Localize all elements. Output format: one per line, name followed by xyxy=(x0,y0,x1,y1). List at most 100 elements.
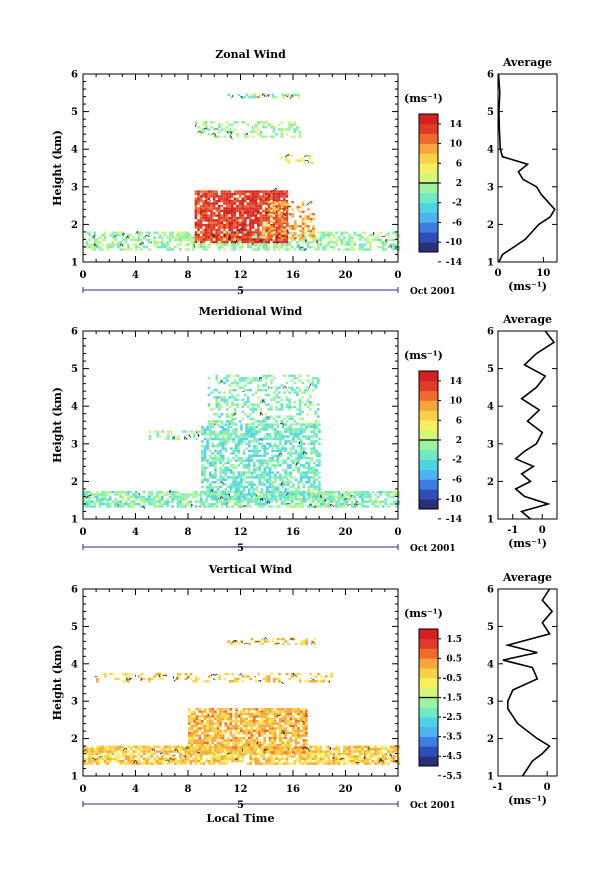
heatmap-cell xyxy=(294,495,298,498)
heatmap-cell xyxy=(293,401,297,404)
heatmap-cell xyxy=(231,228,234,232)
contour-segment xyxy=(251,242,254,246)
heatmap-cell xyxy=(275,208,279,211)
heatmap-cell xyxy=(392,493,395,496)
heatmap-cell xyxy=(374,498,377,501)
heatmap-cell xyxy=(184,233,187,237)
heatmap-cell xyxy=(262,216,265,220)
heatmap-cell xyxy=(350,755,354,758)
heatmap-cell xyxy=(267,498,271,501)
heatmap-cell xyxy=(251,190,255,193)
heatmap-cell xyxy=(272,760,276,763)
heatmap-cell xyxy=(215,495,219,499)
heatmap-cell xyxy=(171,755,174,758)
heatmap-cell xyxy=(231,248,234,251)
heatmap-cell xyxy=(214,481,217,484)
heatmap-cell xyxy=(281,425,285,429)
heatmap-cell xyxy=(289,440,293,443)
heatmap-cell xyxy=(198,715,201,718)
heatmap-cell xyxy=(85,745,89,748)
heatmap-cell xyxy=(275,133,278,136)
heatmap-cell xyxy=(207,133,211,136)
heatmap-cell xyxy=(319,500,323,503)
heatmap-cell xyxy=(258,454,261,457)
heatmap-cell xyxy=(283,201,287,204)
heatmap-cell xyxy=(296,505,299,508)
heatmap-cell xyxy=(361,495,364,499)
heatmap-cell xyxy=(280,192,283,196)
heatmap-cell xyxy=(223,214,226,217)
heatmap-cell xyxy=(369,500,372,503)
heatmap-cell xyxy=(207,493,211,496)
heatmap-cell xyxy=(298,379,302,382)
average-y-tick-label: 3 xyxy=(487,182,494,193)
heatmap-cell xyxy=(201,471,204,474)
heatmap-cell xyxy=(245,481,248,484)
heatmap-cell xyxy=(135,245,138,249)
heatmap-cell xyxy=(297,452,300,455)
heatmap-cell xyxy=(310,440,313,443)
heatmap-cell xyxy=(199,224,203,227)
average-y-tick-label: 5 xyxy=(487,364,494,375)
heatmap-cell xyxy=(293,135,296,138)
heatmap-cell xyxy=(232,748,235,752)
heatmap-cell xyxy=(384,233,388,237)
heatmap-cell xyxy=(135,748,138,751)
heatmap-cell xyxy=(318,423,321,426)
heatmap-cell xyxy=(221,734,225,737)
heatmap-cell xyxy=(210,422,213,425)
heatmap-cell xyxy=(330,498,333,501)
heatmap-cell xyxy=(233,760,237,763)
heatmap-cell xyxy=(290,379,294,382)
heatmap-cell xyxy=(188,736,191,740)
heatmap-cell xyxy=(234,720,238,723)
heatmap-cell xyxy=(189,760,193,763)
heatmap-cell xyxy=(238,216,242,220)
heatmap-cell xyxy=(254,748,258,751)
heatmap-cell xyxy=(353,231,356,234)
heatmap-cell xyxy=(88,498,91,501)
heatmap-cell xyxy=(220,231,224,234)
heatmap-cell xyxy=(288,415,291,418)
heatmap-cell xyxy=(384,500,388,503)
heatmap-cell xyxy=(241,410,245,413)
heatmap-cell xyxy=(155,762,159,765)
heatmap-cell xyxy=(229,751,233,754)
heatmap-cell xyxy=(232,481,235,484)
heatmap-cell xyxy=(135,248,138,251)
heatmap-cell xyxy=(301,201,305,204)
heatmap-cell xyxy=(181,495,185,499)
heatmap-cell xyxy=(290,154,293,157)
heatmap-cell xyxy=(166,498,169,501)
heatmap-cell xyxy=(228,490,232,494)
heatmap-cell xyxy=(224,746,227,749)
heatmap-cell xyxy=(142,495,146,499)
heatmap-cell xyxy=(296,413,299,416)
contour-lines xyxy=(92,93,399,251)
heatmap-cell xyxy=(231,130,234,134)
heatmap-cell xyxy=(223,202,226,205)
heatmap-cell xyxy=(330,495,333,499)
heatmap-cell xyxy=(214,732,217,735)
heatmap-cell xyxy=(259,121,263,124)
heatmap-cell xyxy=(245,717,248,720)
heatmap-cell xyxy=(211,437,215,441)
heatmap-cell xyxy=(263,423,267,426)
heatmap-cell xyxy=(232,433,235,436)
contour-segment xyxy=(242,505,247,508)
heatmap-cell xyxy=(257,192,260,196)
heatmap-cell xyxy=(245,437,248,441)
heatmap-cell xyxy=(348,752,351,756)
heatmap-cell xyxy=(292,430,295,433)
contour-segment xyxy=(230,131,233,135)
heatmap-cell xyxy=(327,231,330,234)
heatmap-cell xyxy=(280,128,283,131)
heatmap-cell xyxy=(197,207,200,210)
heatmap-cell xyxy=(236,133,239,136)
heatmap-cell xyxy=(225,121,229,124)
heatmap-cell xyxy=(252,248,255,251)
heatmap-cell xyxy=(153,745,156,748)
heatmap-cell xyxy=(106,752,109,756)
heatmap-cell xyxy=(314,248,317,251)
heatmap-cell xyxy=(163,233,167,237)
